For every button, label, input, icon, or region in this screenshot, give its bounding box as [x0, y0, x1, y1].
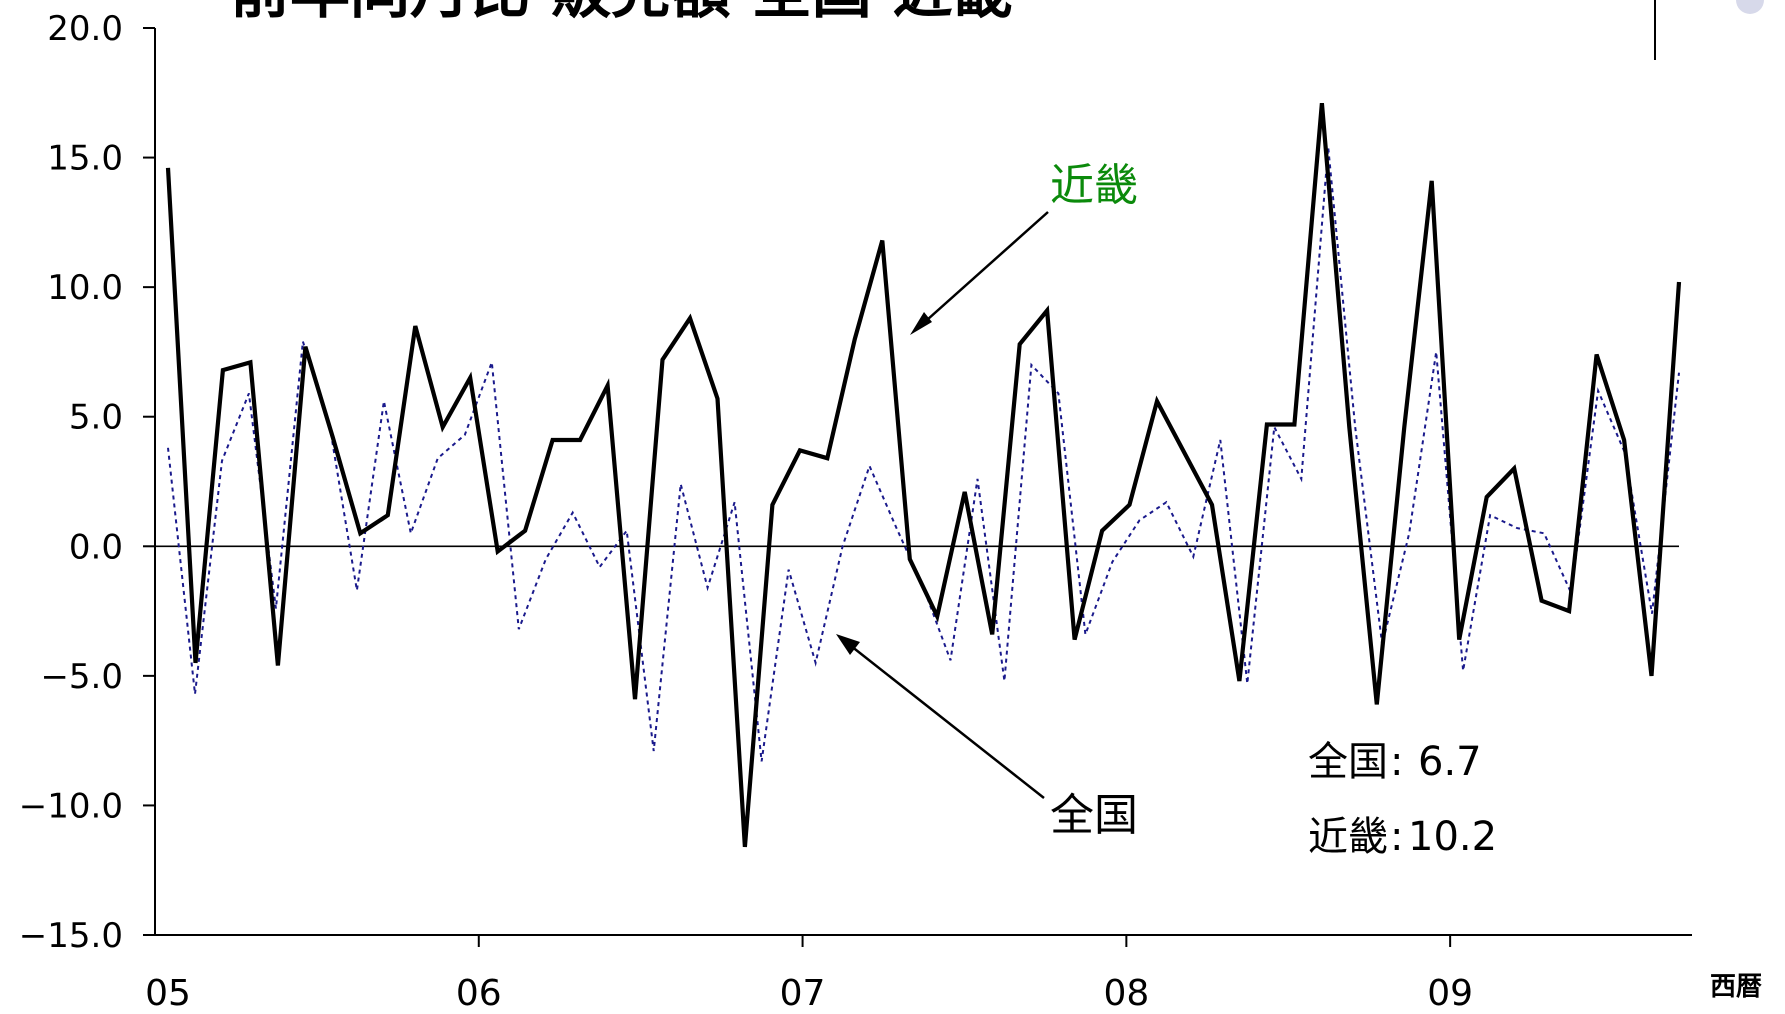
- series-lines: [165, 103, 1682, 848]
- annotation-zenkoku: 全国: [1050, 790, 1138, 841]
- x-tick-label: 05: [145, 973, 191, 1014]
- series-line-zenkoku: [167, 147, 1680, 762]
- x-tick-label: 06: [456, 973, 502, 1014]
- x-unit-label: 西暦: [1710, 972, 1762, 1002]
- x-tick-label: 09: [1427, 973, 1473, 1014]
- annotation-zenkoku-arrow: [845, 641, 1045, 799]
- x-tick-label: 07: [780, 973, 826, 1014]
- y-tick-labels: 20.0 15.0 10.0 5.0 0.0 −15.0 −10.0 −5.0: [19, 9, 155, 956]
- annotation-kinki-arrowhead: [910, 312, 932, 335]
- latest-zenkoku-value: 6.7: [1418, 739, 1482, 785]
- latest-kinki-label: 近畿: [1308, 814, 1388, 860]
- y-tick-label: −15.0: [19, 916, 123, 956]
- annotation-kinki: 近畿: [1050, 160, 1138, 211]
- x-tick-label: 08: [1103, 973, 1149, 1014]
- latest-sep: :: [1390, 739, 1403, 785]
- y-tick-label: 5.0: [69, 398, 123, 438]
- x-tick-labels: 05 06 07 08 09: [145, 935, 1473, 1014]
- y-tick-label: 0.0: [69, 527, 123, 567]
- latest-zenkoku-label: 全国: [1308, 739, 1388, 785]
- axes: [154, 28, 1692, 936]
- y-tick-label: 10.0: [47, 268, 123, 308]
- annotation-kinki-arrow: [917, 211, 1049, 329]
- latest-sep-2: :: [1390, 814, 1403, 860]
- latest-kinki-value: 10.2: [1408, 814, 1497, 860]
- series-line-kinki: [165, 103, 1682, 848]
- cropped-title: 前年同月比 販売額 全国 近畿: [230, 0, 1013, 27]
- y-tick-label: −5.0: [40, 657, 123, 697]
- y-tick-label: −10.0: [19, 786, 123, 826]
- y-tick-label: 15.0: [47, 139, 123, 179]
- annotation-zenkoku-arrowhead: [836, 634, 860, 655]
- y-tick-label: 20.0: [47, 9, 123, 49]
- decorative-dot: [1736, 0, 1764, 14]
